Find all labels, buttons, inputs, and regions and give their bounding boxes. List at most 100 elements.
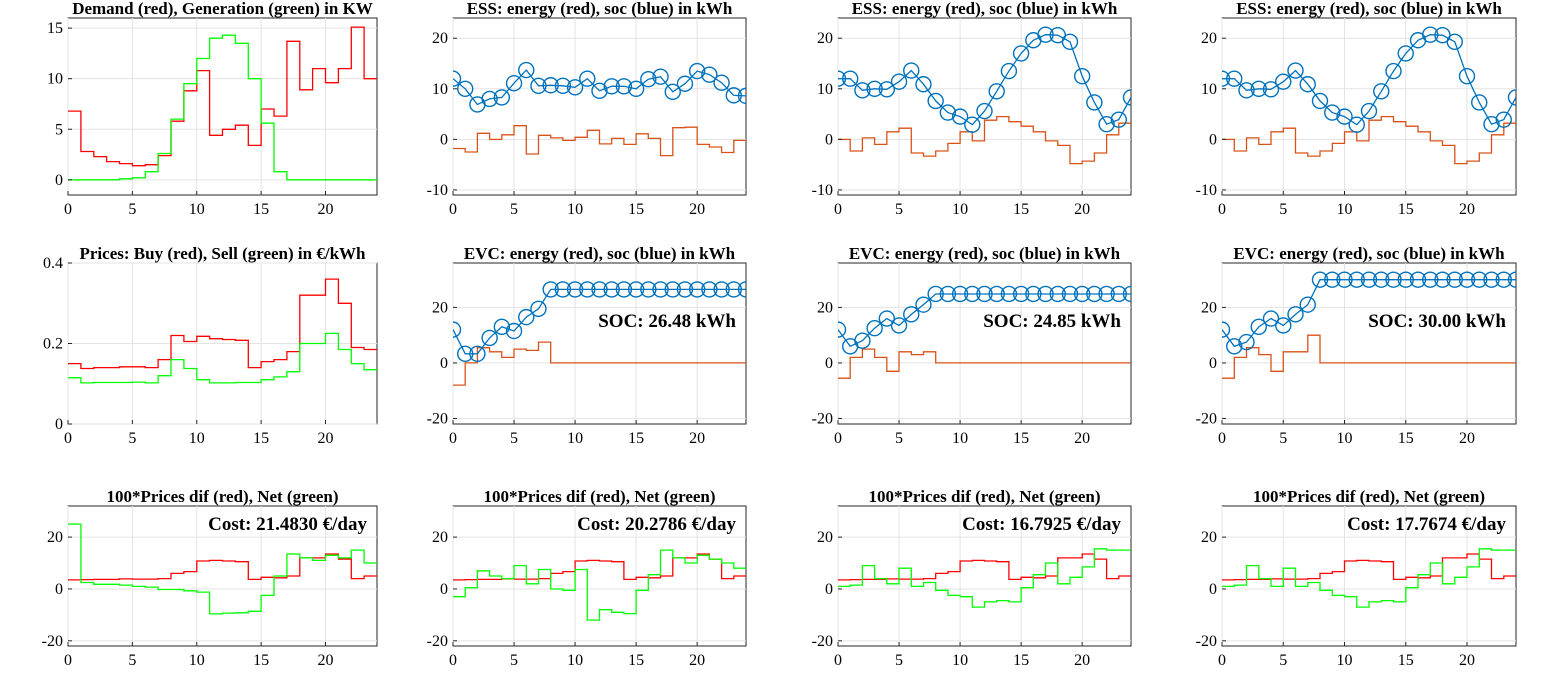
y-tick-label: 20 xyxy=(432,30,448,47)
data-point-marker xyxy=(915,76,932,93)
x-tick-label: 0 xyxy=(834,201,842,218)
x-tick-label: 0 xyxy=(834,430,842,447)
subplot-annotation: SOC: 30.00 kWh xyxy=(1368,311,1506,332)
data-point-marker xyxy=(1073,67,1091,85)
y-tick-label: 0.2 xyxy=(43,336,63,353)
y-tick-label: 0 xyxy=(440,355,448,372)
data-point-marker xyxy=(1012,285,1030,303)
data-point-marker xyxy=(1397,271,1414,288)
x-tick-label: 5 xyxy=(510,652,518,669)
data-point-marker xyxy=(1422,271,1439,288)
plot-series xyxy=(1222,548,1516,608)
series-line-blue xyxy=(1222,34,1516,126)
y-tick-label: -20 xyxy=(427,633,448,650)
x-tick-label: 0 xyxy=(834,652,842,669)
series-line-green xyxy=(68,523,377,615)
data-point-marker xyxy=(976,285,993,303)
y-tick-label: 10 xyxy=(817,81,833,98)
data-point-marker xyxy=(603,281,620,298)
series-line-red xyxy=(68,278,377,370)
data-point-marker xyxy=(469,345,486,362)
data-point-marker xyxy=(1098,115,1115,133)
data-point-marker xyxy=(603,78,620,95)
x-tick-label: 0 xyxy=(449,201,457,218)
data-point-marker xyxy=(1483,115,1500,133)
subplot-title: 100*Prices dif (red), Net (green) xyxy=(483,487,715,506)
x-tick-label: 10 xyxy=(1337,652,1353,669)
y-tick-label: -20 xyxy=(812,410,833,427)
x-tick-label: 5 xyxy=(1279,652,1287,669)
data-point-marker xyxy=(1049,285,1066,303)
data-point-marker xyxy=(842,70,859,87)
data-point-marker xyxy=(725,87,742,104)
data-point-marker xyxy=(1226,338,1243,355)
plot-series xyxy=(453,61,746,157)
data-point-marker xyxy=(854,82,871,99)
data-point-marker xyxy=(1299,296,1316,313)
data-point-marker xyxy=(1275,73,1292,90)
data-point-marker xyxy=(1222,70,1231,87)
x-tick-label: 20 xyxy=(689,430,705,447)
subplot-annotation: Cost: 21.4830 €/day xyxy=(208,514,367,535)
y-tick-label: 15 xyxy=(47,20,63,37)
data-point-marker xyxy=(838,321,847,338)
y-tick-label: 20 xyxy=(1201,529,1217,546)
x-tick-label: 0 xyxy=(1218,201,1226,218)
data-point-marker xyxy=(701,281,718,298)
data-point-marker xyxy=(1336,108,1353,125)
subplot-p11: 0 5 10 15 20 0 5 10 15 Demand (red), Generation (… xyxy=(47,0,378,218)
series-line-green xyxy=(453,549,746,621)
data-point-marker xyxy=(1073,285,1091,303)
y-tick-label: 0 xyxy=(1209,131,1217,148)
y-tick-label: 0 xyxy=(825,581,833,598)
data-point-marker xyxy=(591,281,608,298)
y-tick-label: 0 xyxy=(825,131,833,148)
data-point-marker xyxy=(530,300,547,318)
series-line-blue xyxy=(1222,279,1516,348)
data-point-marker xyxy=(566,281,584,298)
plot-series xyxy=(838,548,1131,608)
data-point-marker xyxy=(481,329,498,347)
x-tick-label: 15 xyxy=(1398,201,1414,218)
data-point-marker xyxy=(664,83,681,101)
x-tick-label: 10 xyxy=(189,201,205,218)
y-tick-label: -10 xyxy=(427,182,448,199)
plot-series xyxy=(68,26,377,181)
series-line-orange xyxy=(838,348,1131,379)
y-tick-label: 20 xyxy=(432,529,448,546)
x-tick-label: 10 xyxy=(567,430,583,447)
y-tick-label: 10 xyxy=(47,71,63,88)
plot-area xyxy=(452,17,747,196)
subplot-title: EVC: energy (red), soc (blue) in kWh xyxy=(1233,244,1505,263)
data-point-marker xyxy=(652,281,669,298)
y-tick-label: -10 xyxy=(1196,182,1217,199)
series-line-green xyxy=(1222,548,1516,608)
x-tick-label: 5 xyxy=(1279,201,1287,218)
data-point-marker xyxy=(890,317,908,334)
x-tick-label: 20 xyxy=(318,201,334,218)
x-tick-label: 15 xyxy=(628,430,644,447)
x-tick-label: 20 xyxy=(1459,652,1475,669)
x-tick-label: 0 xyxy=(64,652,72,669)
x-tick-label: 20 xyxy=(1459,201,1475,218)
data-point-marker xyxy=(453,321,462,338)
data-point-marker xyxy=(1385,271,1402,288)
data-point-marker xyxy=(951,285,969,303)
data-point-marker xyxy=(1262,310,1280,327)
data-point-marker xyxy=(1495,271,1512,288)
data-point-marker xyxy=(1471,94,1488,111)
data-point-marker xyxy=(676,281,694,298)
data-point-marker xyxy=(1311,92,1329,110)
data-point-marker xyxy=(1000,285,1018,303)
data-point-marker xyxy=(542,281,559,298)
y-tick-label: 5 xyxy=(55,121,63,138)
data-point-marker xyxy=(878,81,896,98)
data-point-marker xyxy=(1446,33,1463,50)
data-point-marker xyxy=(554,281,572,298)
y-tick-label: 0 xyxy=(1209,355,1217,372)
y-tick-label: -20 xyxy=(1196,410,1217,427)
x-tick-label: 0 xyxy=(449,430,457,447)
series-line-orange xyxy=(453,341,746,386)
